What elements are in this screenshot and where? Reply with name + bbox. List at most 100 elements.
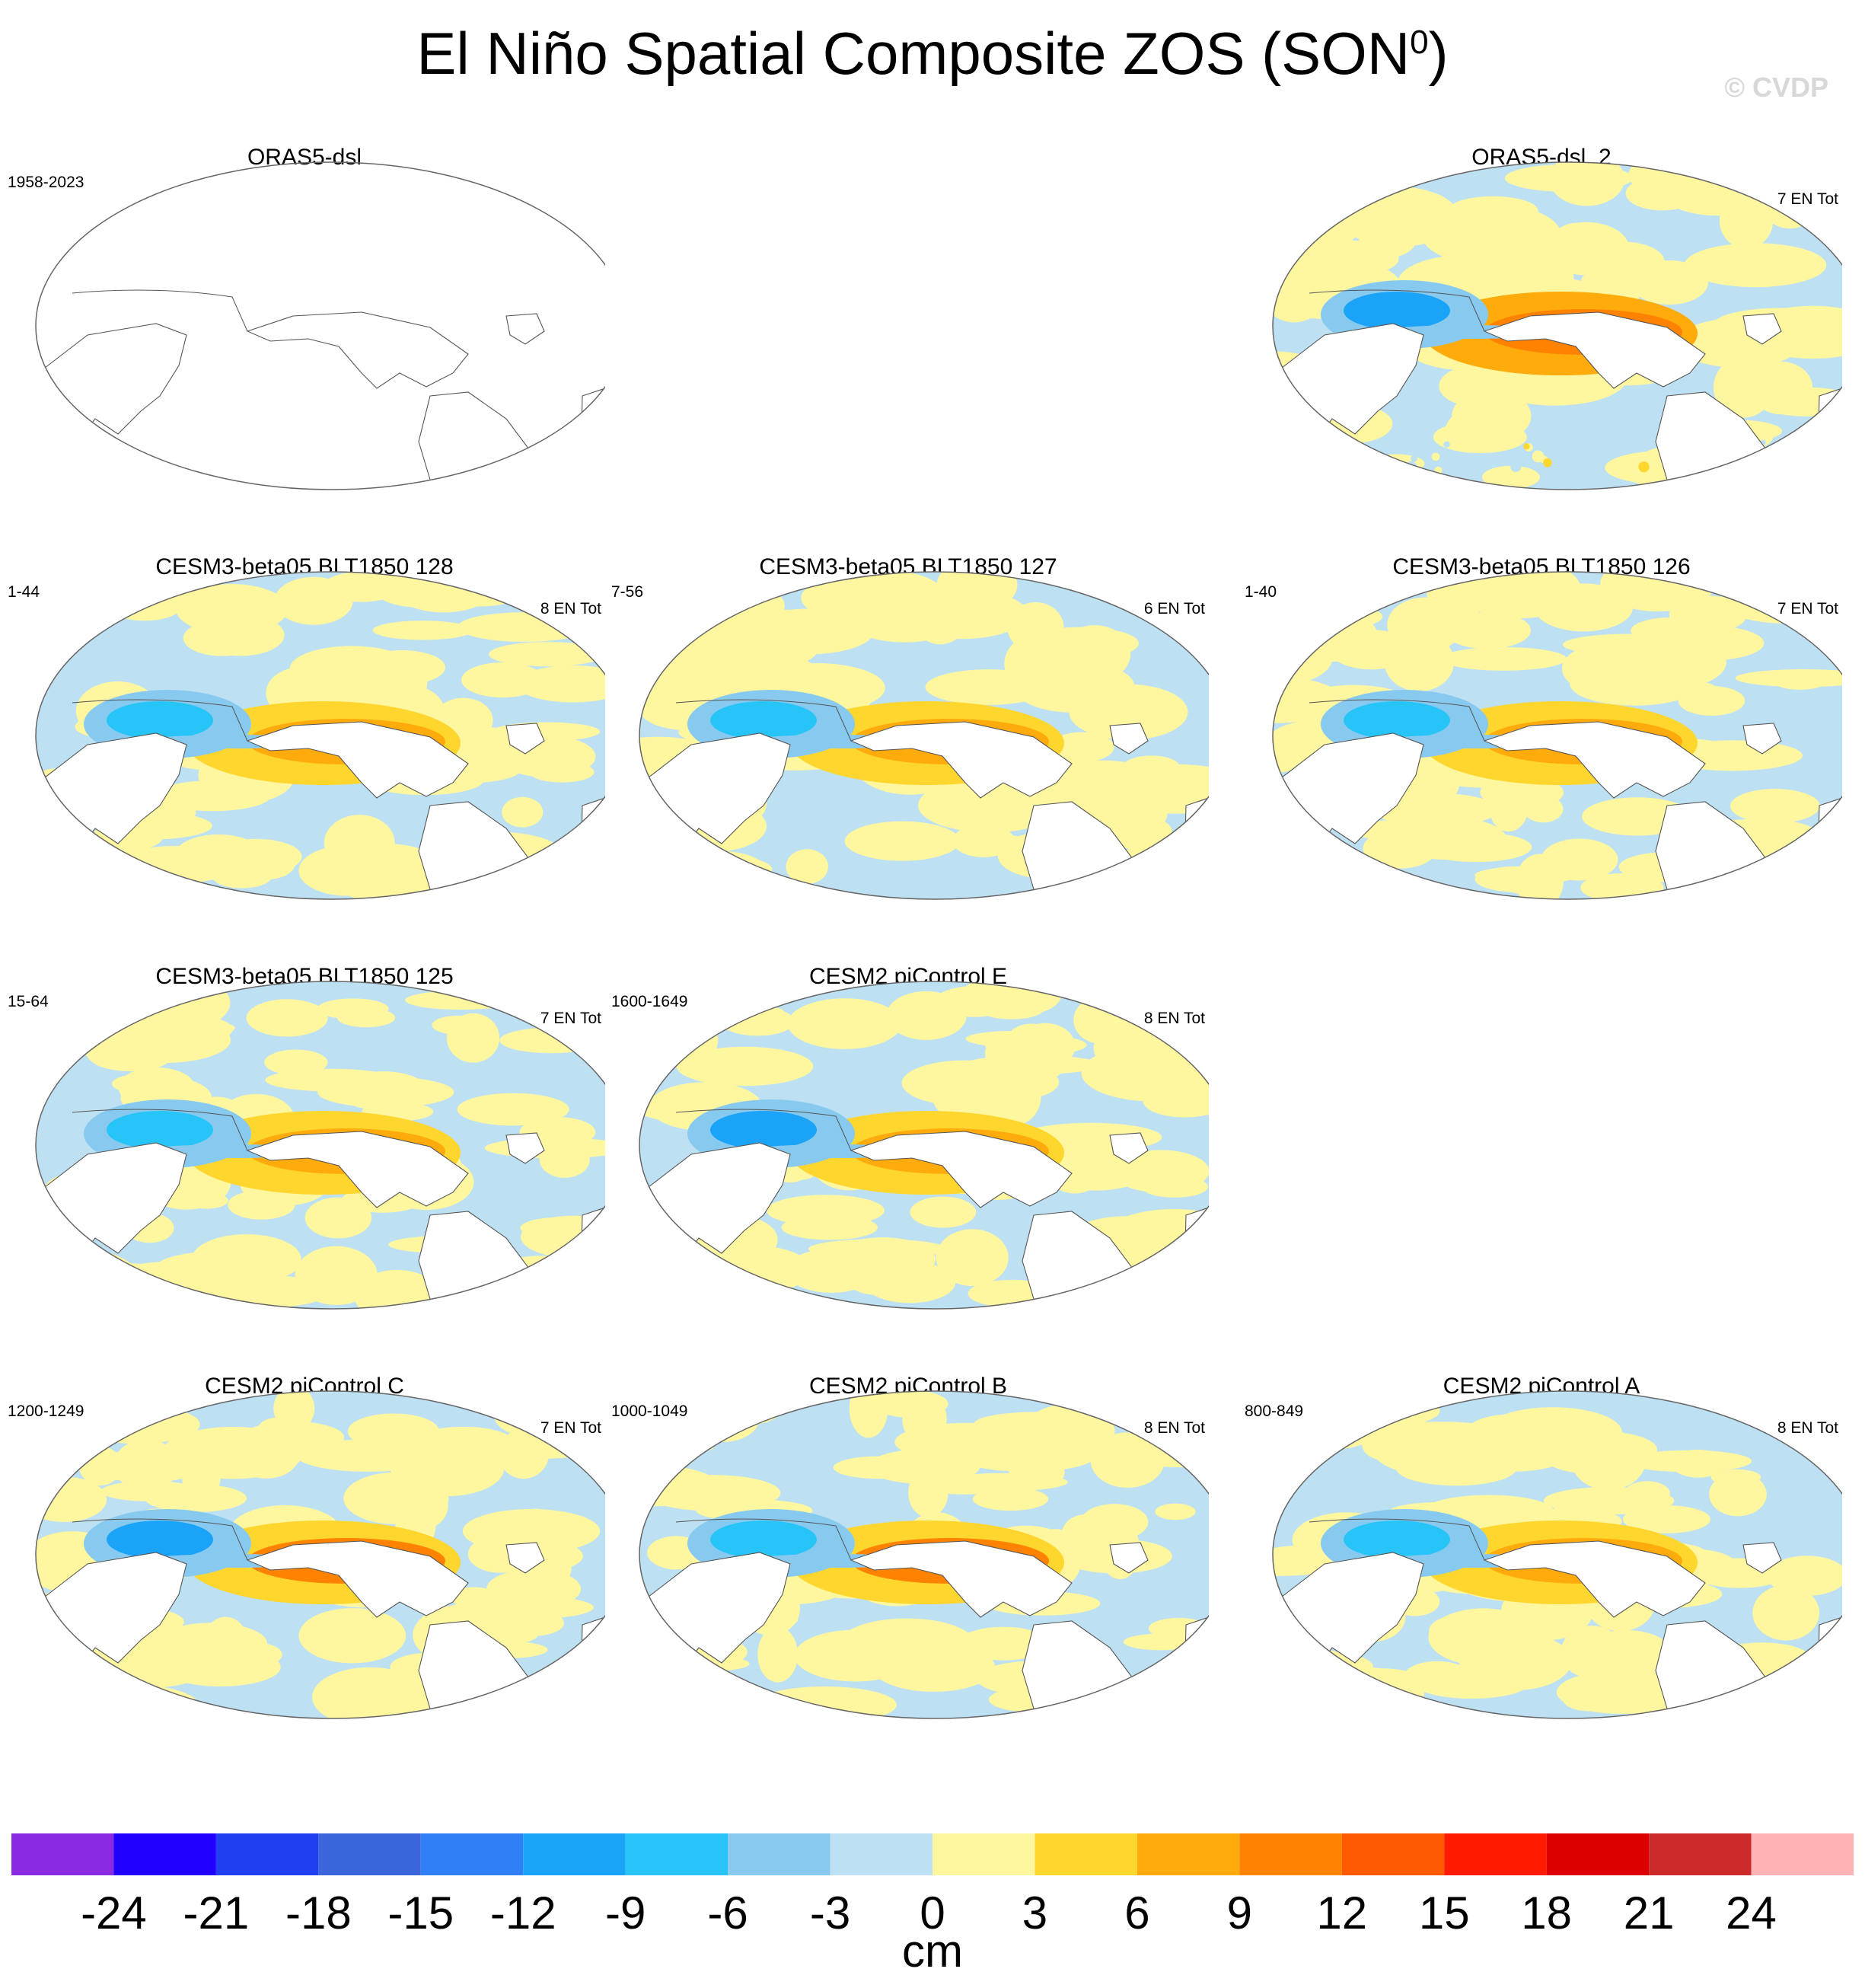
map-panel: CESM3-beta05 BLT1850 127 7-56 6 EN Tot	[607, 554, 1209, 965]
anomaly-patch	[1768, 162, 1823, 190]
anomaly-patch	[639, 1253, 730, 1300]
anomaly-patch	[1279, 856, 1388, 883]
panel-years: 800-849	[1245, 1402, 1304, 1420]
noise-cell	[1793, 439, 1803, 449]
colorbar-tick-label: -9	[605, 1887, 646, 1939]
anomaly-patch	[65, 1684, 200, 1718]
anomaly-patch	[36, 1412, 115, 1447]
anomaly-patch	[312, 1667, 428, 1718]
map-canvas	[35, 1390, 605, 1719]
map-border	[1272, 161, 1842, 490]
colorbar-tick-label: 24	[1726, 1887, 1777, 1939]
panel-en-total: 7 EN Tot	[540, 1419, 601, 1437]
noise-cell	[1351, 460, 1360, 469]
anomaly-patch	[1563, 1687, 1616, 1712]
colorbar-tick-label: 9	[1227, 1887, 1252, 1939]
west-pacific-cool	[710, 1521, 817, 1559]
anomaly-patch	[36, 1265, 81, 1297]
anomaly-patch	[1120, 981, 1161, 1025]
anomaly-patch	[846, 1263, 909, 1295]
anomaly-patch	[1090, 1432, 1165, 1489]
anomaly-patch	[89, 990, 146, 1011]
anomaly-patch	[36, 1536, 76, 1589]
anomaly-patch	[1730, 789, 1820, 824]
anomaly-patch	[515, 665, 605, 703]
anomaly-patch	[1273, 1551, 1347, 1576]
panel-en-total: 8 EN Tot	[1777, 1419, 1838, 1437]
colorbar-swatch	[1546, 1833, 1650, 1875]
anomaly-patch	[844, 821, 960, 861]
anomaly-patch	[801, 578, 889, 618]
anomaly-patch	[972, 1487, 1049, 1511]
noise-cell	[1436, 457, 1447, 468]
colorbar-tick-label: 18	[1521, 1887, 1572, 1939]
anomaly-patch	[74, 997, 208, 1044]
noise-cell	[1321, 453, 1334, 466]
anomaly-patch	[984, 1035, 1087, 1055]
anomaly-patch	[499, 1027, 604, 1054]
noise-cell	[1543, 458, 1552, 467]
anomaly-patch	[709, 1391, 786, 1425]
anomaly-patch	[304, 1197, 372, 1239]
map-canvas	[35, 161, 605, 490]
anomaly-patch	[1363, 828, 1437, 869]
colorbar-swatch	[1751, 1833, 1854, 1875]
map-border	[639, 981, 1209, 1310]
anomaly-patch	[687, 1393, 760, 1442]
colorbar-swatch	[113, 1833, 216, 1875]
noise-cell	[1477, 436, 1485, 445]
colorbar-tick-label: 12	[1316, 1887, 1367, 1939]
map-panel: CESM3-beta05 BLT1850 126 1-40 7 EN Tot	[1241, 554, 1842, 965]
anomaly-patch	[639, 1006, 713, 1023]
anomaly-patch	[493, 1391, 548, 1434]
west-pacific-cool	[1344, 1521, 1450, 1559]
noise-cell	[1443, 441, 1450, 448]
noise-cell	[1375, 458, 1388, 471]
anomaly-patch	[941, 1473, 1068, 1492]
anomaly-patch	[1392, 659, 1442, 683]
anomaly-patch	[671, 1437, 716, 1454]
colorbar-tick-label: 0	[920, 1887, 945, 1939]
anomaly-patch	[1277, 1391, 1402, 1441]
map-canvas	[639, 1390, 1209, 1719]
anomaly-patch	[1719, 193, 1774, 249]
anomaly-patch	[1273, 602, 1383, 631]
anomaly-patch	[1114, 764, 1209, 797]
anomaly-patch	[658, 1476, 727, 1501]
panel-years: 1600-1649	[611, 993, 688, 1010]
anomaly-patch	[554, 1667, 605, 1702]
anomaly-patch	[210, 838, 302, 875]
panel-en-total: 7 EN Tot	[1777, 190, 1838, 208]
colorbar-swatch	[1239, 1833, 1342, 1875]
anomaly-patch	[1713, 357, 1774, 418]
colorbar-swatch	[420, 1833, 524, 1875]
anomaly-patch	[457, 1093, 569, 1126]
west-pacific-cool	[1344, 701, 1450, 739]
anomaly-patch	[989, 1067, 1041, 1125]
anomaly-patch	[1581, 267, 1671, 292]
anomaly-patch	[671, 572, 768, 611]
map-panel: CESM2 piControl E 1600-1649 8 EN Tot	[607, 964, 1209, 1375]
anomaly-patch	[1023, 1404, 1115, 1458]
map-border	[1272, 1390, 1842, 1719]
colorbar-tick-label: -21	[183, 1887, 250, 1939]
anomaly-patch	[757, 1626, 799, 1683]
map-panel: CESM3-beta05 BLT1850 125 15-64 7 EN Tot	[4, 964, 605, 1375]
colorbar-tick-label: 6	[1124, 1887, 1149, 1939]
anomaly-patch	[1141, 1176, 1208, 1198]
colorbar-swatch	[1137, 1833, 1240, 1875]
noise-cell	[1353, 445, 1359, 451]
map-canvas	[1272, 1390, 1842, 1719]
noise-cell	[1408, 442, 1414, 449]
map-canvas	[639, 571, 1209, 900]
anomaly-patch	[1541, 838, 1618, 881]
anomaly-patch	[246, 999, 328, 1037]
map-canvas	[1272, 161, 1842, 490]
anomaly-patch	[833, 1456, 923, 1479]
anomaly-patch	[713, 1260, 789, 1309]
west-pacific-cool	[710, 1111, 817, 1149]
anomaly-patch	[489, 642, 605, 667]
anomaly-patch	[1622, 1505, 1711, 1533]
anomaly-patch	[1007, 602, 1064, 653]
anomaly-patch	[520, 1217, 594, 1239]
